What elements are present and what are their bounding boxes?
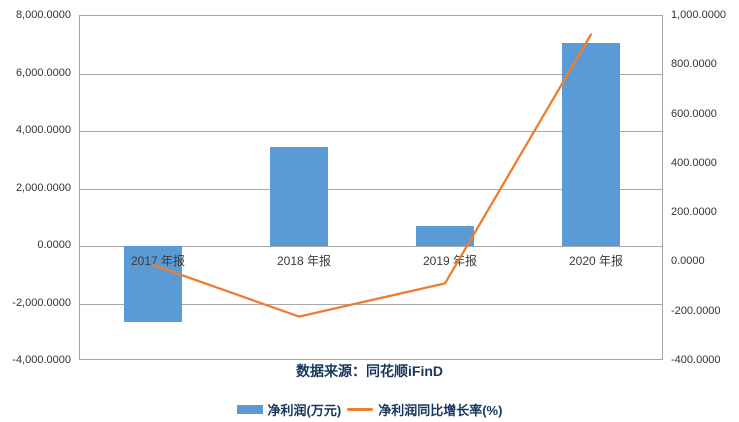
gridline [80, 303, 662, 305]
bar-2020 年报 [562, 43, 620, 246]
right-axis-tick-label: 800.0000 [671, 58, 717, 71]
chart-legend: 净利润(万元) 净利润同比增长率(%) [0, 400, 739, 419]
x-axis-category-label: 2018 年报 [276, 254, 332, 268]
bar-series-swatch [236, 405, 263, 414]
gridline [80, 188, 662, 190]
left-axis-tick-label: 0.0000 [37, 239, 71, 251]
x-axis-category-label: 2020 年报 [568, 254, 624, 268]
bar-2017 年报 [124, 246, 182, 323]
data-source-note: 数据来源：同花顺iFinD [296, 363, 443, 379]
right-axis-tick-label: 1,000.0000 [671, 9, 727, 21]
right-axis-tick-label: -400.0000 [671, 354, 721, 366]
growth-rate-line [151, 33, 593, 318]
x-axis-category-label: 2017 年报 [130, 254, 186, 268]
plot-area: 2017 年报 2018 年报 2019 年报 2020 年报 [79, 15, 663, 360]
gridline [80, 131, 662, 132]
gridline [80, 246, 662, 247]
bar-2019 年报 [416, 226, 474, 246]
left-axis-tick-label: -2,000.0000 [12, 296, 71, 309]
legend-label-growth-rate: 净利润同比增长率(%) [378, 403, 503, 418]
right-axis-tick-label: 400.0000 [671, 156, 717, 169]
left-axis-tick-label: 2,000.0000 [15, 181, 71, 194]
right-axis-tick-label: 600.0000 [671, 107, 717, 120]
left-axis-tick-label: 8,000.0000 [15, 9, 71, 21]
bar-2018 年报 [270, 146, 328, 246]
right-axis-tick-label: 0.0000 [671, 255, 705, 268]
left-axis-tick-label: 6,000.0000 [15, 66, 71, 79]
x-axis-category-label: 2019 年报 [422, 254, 478, 268]
gridline [80, 73, 662, 75]
right-axis-tick-label: 200.0000 [671, 206, 717, 219]
left-axis-tick-label: -4,000.0000 [12, 354, 71, 366]
line-series-swatch [347, 408, 374, 411]
legend-label-net-profit: 净利润(万元) [267, 403, 342, 418]
left-axis-tick-label: 4,000.0000 [15, 124, 71, 136]
legend-item-growth-rate: 净利润同比增长率(%) [347, 400, 502, 419]
right-axis-tick-label: -200.0000 [671, 304, 721, 317]
legend-item-net-profit: 净利润(万元) [236, 400, 342, 419]
